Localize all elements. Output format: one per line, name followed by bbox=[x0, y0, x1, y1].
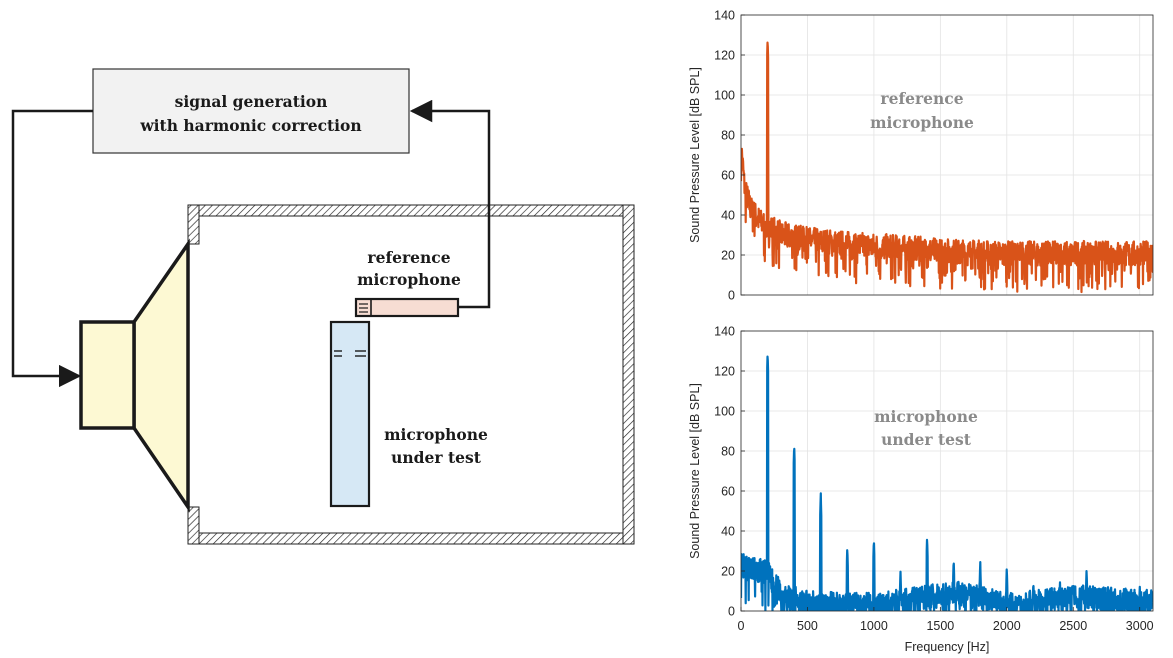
x-tick-label: 2500 bbox=[1059, 619, 1087, 633]
y-tick-label: 20 bbox=[721, 249, 735, 263]
y-tick-label: 20 bbox=[721, 565, 735, 579]
y-tick-label: 140 bbox=[714, 325, 735, 339]
signal-generator-box: signal generation with harmonic correcti… bbox=[92, 68, 410, 154]
chart-dut: 0 20 40 60 80 100 120 140 0 500 1000 1500 2000 2500 3… bbox=[688, 325, 1154, 655]
x-axis-label: Frequency [Hz] bbox=[905, 640, 990, 654]
x-tick-label: 0 bbox=[738, 619, 745, 633]
plot-frame-bot bbox=[740, 330, 1154, 612]
x-tick-label: 1500 bbox=[926, 619, 954, 633]
x-tick-label: 1000 bbox=[860, 619, 888, 633]
y-tick-label: 120 bbox=[714, 49, 735, 63]
panel-label-reference-line2: microphone bbox=[870, 113, 974, 132]
loudspeaker bbox=[79, 238, 190, 513]
reference-microphone: reference microphone bbox=[354, 248, 461, 318]
enclosure-top-wall bbox=[187, 204, 635, 217]
feedback-signal-wire bbox=[409, 99, 491, 309]
y-tick-label: 60 bbox=[721, 485, 735, 499]
reference-label-line2: microphone bbox=[357, 270, 461, 289]
y-tick-label: 40 bbox=[721, 525, 735, 539]
reference-label-line1: reference bbox=[367, 248, 450, 267]
generator-label-line1: signal generation bbox=[175, 92, 328, 111]
loudspeaker-driver bbox=[79, 320, 136, 430]
output-signal-wire bbox=[11, 109, 93, 388]
y-tick-label: 60 bbox=[721, 169, 735, 183]
dut-mic-body bbox=[329, 320, 371, 508]
y-tick-label: 0 bbox=[728, 289, 735, 303]
y-tick-label: 120 bbox=[714, 365, 735, 379]
enclosure-left-wall-upper bbox=[187, 204, 200, 245]
enclosure-left-wall-lower bbox=[187, 506, 200, 545]
panel-label-dut-line2: under test bbox=[881, 430, 972, 449]
x-tick-label: 500 bbox=[797, 619, 818, 633]
y-tick-label: 80 bbox=[721, 445, 735, 459]
panel-label-reference-line1: reference bbox=[880, 89, 963, 108]
x-tick-label: 3000 bbox=[1126, 619, 1154, 633]
dut-microphone: microphone under test bbox=[329, 320, 488, 508]
x-tick-label: 2000 bbox=[993, 619, 1021, 633]
plot-frame-top bbox=[740, 14, 1154, 296]
setup-diagram: signal generation with harmonic correcti… bbox=[11, 68, 635, 545]
y-tick-label: 80 bbox=[721, 129, 735, 143]
reference-spectrum-line bbox=[741, 41, 1153, 294]
y-ticks-bot: 0 20 40 60 80 100 120 140 bbox=[714, 325, 745, 619]
generator-rect bbox=[92, 68, 410, 154]
y-tick-label: 0 bbox=[728, 605, 735, 619]
panel-label-dut-line1: microphone bbox=[874, 407, 978, 426]
y-axis-label-top: Sound Pressure Level [dB SPL] bbox=[688, 67, 702, 243]
y-tick-label: 140 bbox=[714, 9, 735, 23]
enclosure-right-wall bbox=[622, 204, 635, 545]
generator-label-line2: with harmonic correction bbox=[139, 116, 361, 135]
y-tick-label: 100 bbox=[714, 89, 735, 103]
y-tick-label: 40 bbox=[721, 209, 735, 223]
enclosure bbox=[187, 204, 635, 545]
dut-label-line2: under test bbox=[391, 448, 482, 467]
dut-spectrum-line bbox=[741, 355, 1153, 611]
enclosure-bottom-wall bbox=[187, 532, 635, 545]
loudspeaker-cone bbox=[132, 238, 190, 513]
grid-bot bbox=[740, 330, 1153, 612]
y-ticks-top: 0 20 40 60 80 100 120 140 bbox=[714, 9, 745, 303]
y-axis-label-bot: Sound Pressure Level [dB SPL] bbox=[688, 383, 702, 559]
y-tick-label: 100 bbox=[714, 405, 735, 419]
x-ticks-bot: 0 500 1000 1500 2000 2500 3000 bbox=[738, 607, 1154, 633]
dut-label-line1: microphone bbox=[384, 425, 488, 444]
